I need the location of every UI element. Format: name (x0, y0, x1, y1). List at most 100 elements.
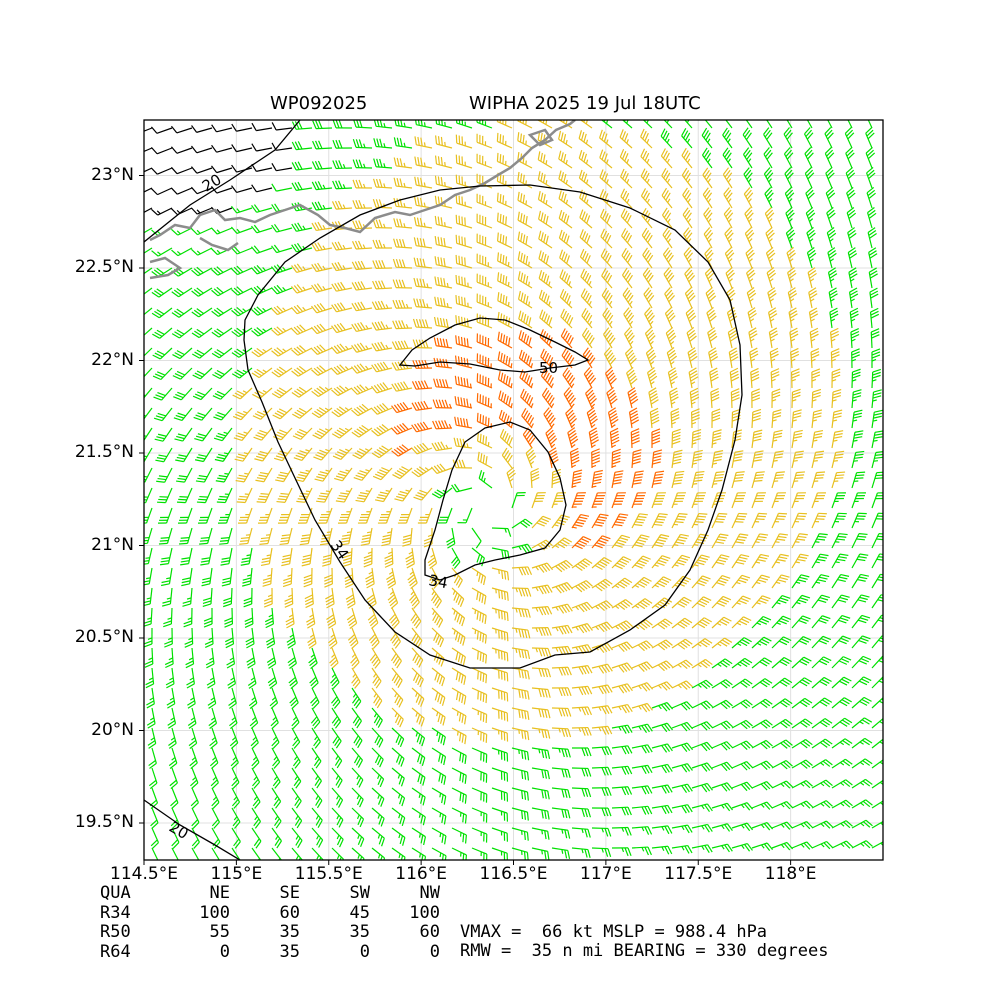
wind-barb (271, 326, 293, 336)
wind-barb (402, 527, 413, 547)
radii-value: 60 (419, 922, 440, 943)
wind-barb (168, 747, 178, 769)
wind-barb (531, 687, 551, 698)
wind-barb (791, 429, 803, 449)
wind-barb (811, 697, 833, 709)
wind-barb (831, 388, 842, 409)
wind-barb (851, 696, 872, 709)
wind-barb (411, 807, 426, 826)
wind-barb (791, 553, 809, 569)
wind-barb (455, 154, 473, 169)
wind-barb (246, 647, 256, 669)
wind-barb (199, 527, 213, 545)
wind-barb (271, 163, 293, 172)
wind-barb (640, 128, 653, 149)
wind-barb (193, 407, 213, 421)
wind-barb (731, 492, 746, 509)
wind-barb (579, 248, 593, 269)
header-ne: NE (209, 883, 230, 904)
wind-barb (144, 267, 153, 275)
longitude-tick-label: 115.5°E (294, 864, 363, 884)
wind-barb (232, 407, 253, 421)
wind-barb (871, 573, 883, 589)
wind-barb (231, 123, 253, 132)
radii-value: 60 (279, 902, 300, 923)
wind-barb (728, 347, 739, 369)
wind-barb (476, 273, 493, 289)
wind-barb (517, 290, 533, 309)
wind-barb (811, 840, 834, 850)
wind-barb (206, 667, 216, 689)
wind-barb (434, 276, 453, 289)
wind-barb (446, 527, 456, 549)
wind-barb (276, 487, 293, 503)
wind-barb (791, 800, 813, 809)
wind-barb (252, 407, 273, 420)
wind-barb (631, 470, 644, 489)
wind-barb (848, 287, 859, 309)
wind-barb (146, 707, 156, 729)
wind-barb (651, 763, 673, 774)
wind-barb (491, 587, 509, 601)
wind-barb (471, 647, 488, 664)
wind-barb (291, 365, 313, 377)
wind-barb (751, 512, 768, 529)
wind-barb (211, 327, 233, 338)
wind-barb (215, 467, 233, 483)
radii-value: 100 (199, 902, 230, 923)
wind-barb (491, 787, 509, 802)
wind-barb (213, 407, 233, 421)
wind-barb (187, 707, 197, 729)
wind-barb (620, 188, 633, 209)
wind-barb (357, 507, 373, 524)
wind-barb (750, 367, 760, 389)
wind-barb (435, 135, 453, 149)
wind-barb (393, 218, 413, 229)
wind-barb (476, 133, 493, 149)
wind-barb (771, 533, 788, 549)
wind-barb (611, 620, 633, 632)
wind-barb (331, 302, 353, 313)
wind-barb (263, 587, 273, 608)
wind-barb (211, 347, 233, 359)
wind-barb (330, 667, 340, 689)
wind-barb (771, 759, 793, 770)
wind-barb (790, 368, 800, 389)
wind-barb (370, 382, 393, 394)
wind-barb (651, 825, 673, 835)
wind-barb (790, 347, 800, 369)
wind-barb (531, 562, 554, 573)
wind-barb (666, 347, 678, 369)
wind-barb (831, 553, 849, 569)
wind-barb (431, 607, 444, 628)
wind-barb (806, 120, 813, 129)
wind-barb (811, 492, 826, 509)
wind-barb (191, 266, 213, 277)
wind-barb (393, 137, 413, 149)
wind-barb (271, 827, 282, 849)
wind-barb (271, 347, 293, 357)
wind-barb (551, 707, 572, 717)
wind-barb (551, 666, 572, 676)
wind-barb (851, 368, 861, 389)
wind-barb (409, 587, 420, 609)
wind-barb (205, 647, 215, 669)
wind-barb (351, 707, 362, 729)
wind-barb (455, 335, 473, 349)
wind-barb (725, 120, 733, 129)
wind-barb (144, 427, 153, 442)
wind-barb (311, 767, 322, 789)
wind-barb (491, 607, 509, 622)
radii-value: 35 (279, 922, 300, 943)
wind-barb (151, 847, 159, 860)
wind-barb (684, 267, 696, 289)
wind-barb (150, 827, 160, 850)
wind-barb (786, 120, 793, 129)
wind-barb (631, 826, 653, 835)
wind-barb (660, 148, 673, 169)
wind-barb (166, 687, 176, 709)
wind-barb (351, 667, 361, 689)
wind-barb (691, 554, 710, 569)
wind-barb (831, 758, 853, 769)
wind-barb (311, 283, 333, 293)
